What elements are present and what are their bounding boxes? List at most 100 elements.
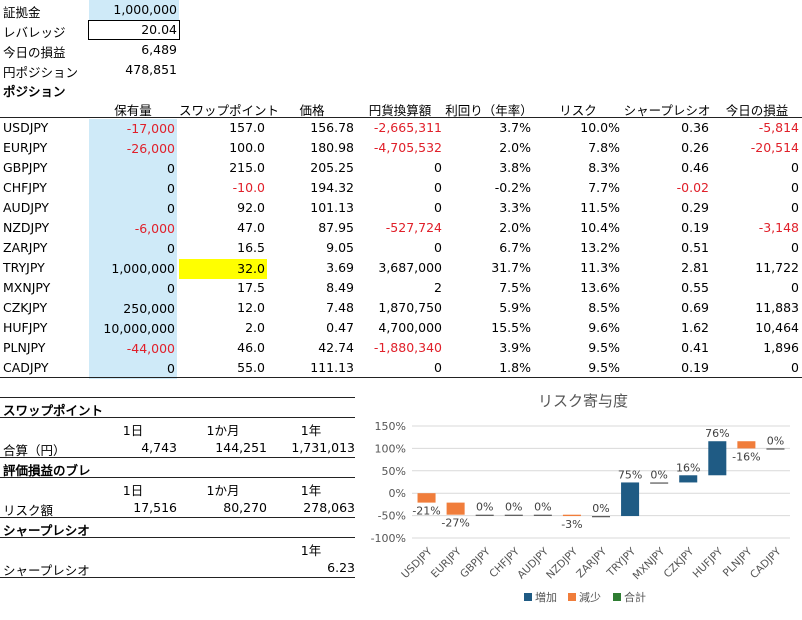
qty-cell[interactable]: 0: [89, 359, 177, 379]
pnl-var-title: 評価損益のブレ: [3, 463, 91, 478]
legend-swatch: [568, 593, 576, 601]
margin-value[interactable]: 1,000,000: [89, 0, 179, 20]
qty-cell[interactable]: 0: [89, 159, 177, 179]
data-label: 16%: [676, 461, 700, 474]
waterfall-bar: [591, 516, 611, 518]
price-cell: 7.48: [326, 300, 354, 315]
legend-label: 増加: [535, 591, 557, 604]
sharpe-cell: 0.46: [681, 160, 709, 175]
swap-period-1m: 1か月: [206, 423, 240, 438]
risk-cell: 8.5%: [588, 300, 620, 315]
waterfall-bar: [737, 441, 756, 449]
swap-value-1m: 144,251: [215, 440, 267, 455]
swap-cell: 2.0: [245, 320, 265, 335]
pnl-var-value-1m: 80,270: [223, 500, 267, 515]
risk-cell: 10.4%: [580, 220, 620, 235]
risk-cell: 7.8%: [588, 140, 620, 155]
data-label: 0%: [592, 502, 609, 515]
leverage-label: レバレッジ: [3, 25, 66, 40]
chart-title: リスク寄与度: [537, 392, 628, 410]
yen-cell: 1,870,750: [378, 300, 442, 315]
column-header: 利回り（年率）: [445, 103, 533, 118]
pair-cell: MXNJPY: [3, 280, 51, 295]
pnl-cell: 10,464: [755, 320, 799, 335]
risk-cell: 9.5%: [588, 360, 620, 375]
pnl-var-row-label: リスク額: [3, 503, 54, 518]
waterfall-bar: [533, 514, 552, 516]
column-header: 価格: [299, 103, 325, 118]
price-cell: 3.69: [326, 260, 354, 275]
pnl-cell: -5,814: [758, 120, 799, 135]
pnl-cell: -3,148: [758, 220, 799, 235]
pnl-cell: 11,883: [755, 300, 799, 315]
waterfall-bar: [621, 482, 640, 517]
data-label: 75%: [618, 468, 642, 481]
legend-swatch: [613, 593, 621, 601]
yen-position-value: 478,851: [125, 62, 177, 77]
today-pnl-label: 今日の損益: [3, 45, 66, 60]
price-cell: 101.13: [310, 200, 354, 215]
swap-cell: 100.0: [229, 140, 265, 155]
pnl-cell: 0: [791, 160, 799, 175]
sharpe-title: シャープレシオ: [3, 523, 90, 538]
yen-cell: 0: [434, 160, 442, 175]
x-tick-label: TRYJPY: [604, 545, 638, 579]
data-label: 0%: [534, 501, 551, 514]
y-tick-label: 100%: [375, 442, 406, 455]
yen-cell: 4,700,000: [378, 320, 442, 335]
legend-label: 合計: [624, 590, 646, 604]
pair-cell: NZDJPY: [3, 220, 50, 235]
x-tick-label: CADJPY: [748, 545, 784, 581]
sharpe-cell: 0.41: [681, 340, 709, 355]
pair-cell: CZKJPY: [3, 300, 48, 315]
swap-title: スワップポイント: [3, 403, 104, 418]
qty-cell[interactable]: 0: [89, 239, 177, 259]
yen-cell: 0: [434, 240, 442, 255]
qty-cell[interactable]: -6,000: [89, 219, 177, 239]
risk-cell: 13.6%: [580, 280, 620, 295]
qty-cell[interactable]: -26,000: [89, 139, 177, 159]
swap-row-label: 合算（円）: [3, 443, 66, 458]
qty-cell[interactable]: 0: [89, 199, 177, 219]
qty-cell[interactable]: 10,000,000: [89, 319, 177, 339]
y-tick-label: 50%: [382, 465, 406, 478]
yield-cell: 2.0%: [499, 140, 531, 155]
yield-cell: 3.9%: [499, 340, 531, 355]
swap-cell: 157.0: [229, 120, 265, 135]
qty-cell[interactable]: 0: [89, 279, 177, 299]
price-cell: 9.05: [326, 240, 354, 255]
data-label: 0%: [650, 468, 667, 481]
swap-period-1y: 1年: [300, 423, 322, 438]
price-cell: 156.78: [310, 120, 354, 135]
pnl-cell: 11,722: [755, 260, 799, 275]
yield-cell: 2.0%: [499, 220, 531, 235]
qty-cell[interactable]: 0: [89, 179, 177, 199]
waterfall-bar: [679, 475, 698, 483]
margin-label: 証拠金: [3, 5, 41, 20]
leverage-value[interactable]: 20.04: [88, 20, 180, 40]
pnl-cell: -20,514: [750, 140, 799, 155]
qty-cell[interactable]: -17,000: [89, 119, 177, 139]
yen-position-label: 円ポジション: [3, 65, 79, 80]
price-cell: 205.25: [310, 160, 354, 175]
pair-cell: HUFJPY: [3, 320, 48, 335]
waterfall-bar: [417, 493, 436, 503]
pnl-cell: 0: [791, 280, 799, 295]
sharpe-row-label: シャープレシオ: [3, 563, 90, 578]
qty-cell[interactable]: -44,000: [89, 339, 177, 359]
sharpe-period-1y: 1年: [300, 543, 322, 558]
qty-cell[interactable]: 1,000,000: [89, 259, 177, 279]
data-label: -21%: [412, 505, 440, 518]
risk-cell: 9.5%: [588, 340, 620, 355]
swap-cell: 47.0: [237, 220, 265, 235]
data-label: -27%: [441, 517, 469, 530]
data-label: 0%: [505, 501, 522, 514]
qty-cell[interactable]: 250,000: [89, 299, 177, 319]
sharpe-cell: 0.29: [681, 200, 709, 215]
pair-cell: ZARJPY: [3, 240, 48, 255]
pnl-cell: 0: [791, 200, 799, 215]
yield-cell: 7.5%: [499, 280, 531, 295]
yield-cell: 5.9%: [499, 300, 531, 315]
waterfall-bar: [504, 514, 523, 516]
column-header: シャープレシオ: [623, 103, 711, 118]
